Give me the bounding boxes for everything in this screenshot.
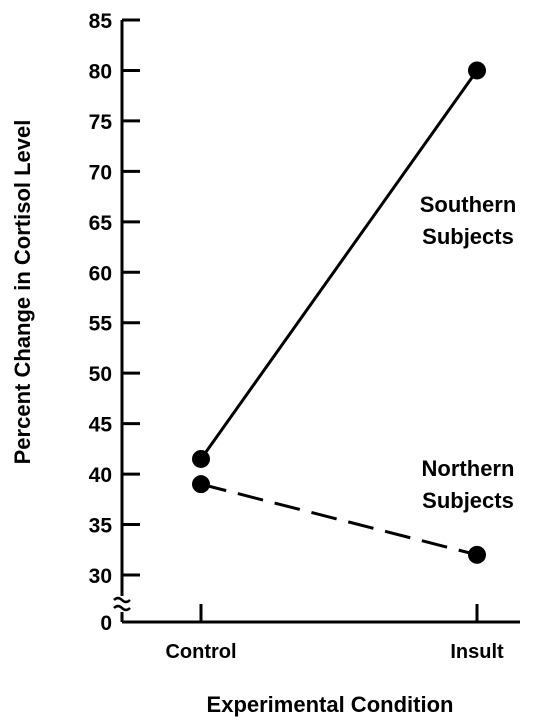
y-tick-label: 75 <box>89 111 113 134</box>
y-tick-label: 40 <box>89 464 112 487</box>
axis-break-mark <box>113 596 131 612</box>
x-tick-label: Control <box>165 641 236 663</box>
y-tick-label: 70 <box>89 161 112 184</box>
y-tick-label: 45 <box>89 414 113 437</box>
x-tick-label: Insult <box>450 641 504 663</box>
series-label: Subjects <box>422 224 514 249</box>
series-northern-subjects: Northern Subjects <box>192 456 514 564</box>
x-categories: Control Insult <box>165 604 504 663</box>
series-line-northern-subjects <box>200 482 478 557</box>
series-line-southern-subjects <box>199 69 479 460</box>
y-tick-label: 30 <box>89 565 112 588</box>
y-tick-label: 0 <box>100 612 112 635</box>
y-tick-label: 85 <box>89 10 113 33</box>
y-ticks: 0 30 35 40 45 50 55 60 65 70 75 80 85 <box>89 10 140 635</box>
y-tick-label: 60 <box>89 262 112 285</box>
series-label: Southern <box>420 192 517 217</box>
y-axis-title: Percent Change in Cortisol Level <box>10 120 35 465</box>
data-point <box>192 449 210 468</box>
data-point <box>468 545 486 564</box>
series-label: Subjects <box>422 488 514 513</box>
series-layer: Southern Subjects Northern Subjects <box>192 61 516 564</box>
series-label: Northern <box>422 456 515 481</box>
data-point <box>192 475 210 494</box>
series-southern-subjects: Southern Subjects <box>192 61 516 468</box>
y-tick-label: 35 <box>89 515 113 538</box>
y-tick-label: 55 <box>89 313 113 336</box>
x-axis-title: Experimental Condition <box>207 692 454 717</box>
y-tick-label: 80 <box>89 60 112 83</box>
axes <box>113 20 520 624</box>
data-point <box>468 61 486 80</box>
y-tick-label: 50 <box>89 363 112 386</box>
y-tick-label: 65 <box>89 212 113 235</box>
